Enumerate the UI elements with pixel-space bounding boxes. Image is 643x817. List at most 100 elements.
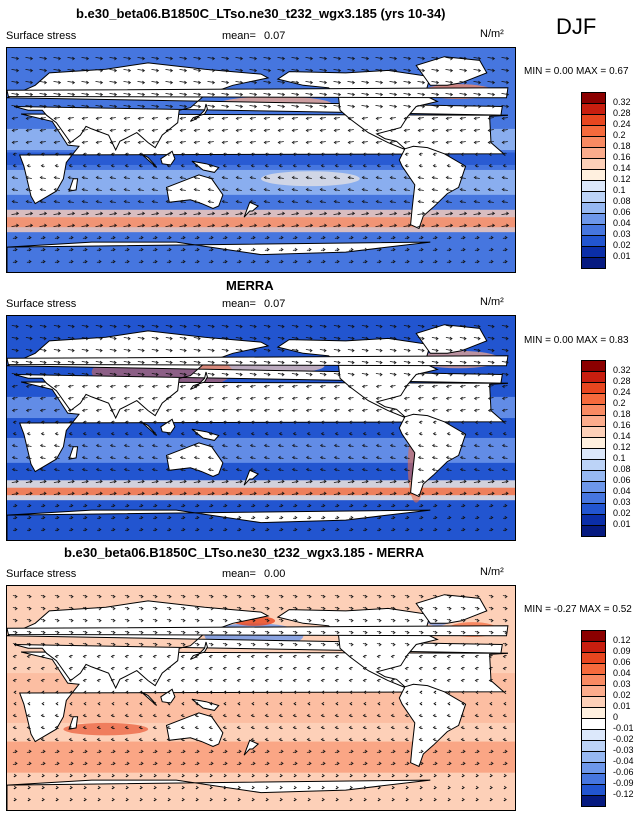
land-mass <box>160 688 176 704</box>
colorbar-tick-label: 0.04 <box>613 218 631 228</box>
colorbar-tick-label: 0.01 <box>613 251 631 261</box>
colorbar-tick-label: -0.02 <box>613 734 634 744</box>
trade-maximum <box>261 171 360 187</box>
panel-2-mean-label: mean= <box>222 298 256 310</box>
panel-1-units: N/m² <box>480 28 504 40</box>
colorbar-tick-label: 0.18 <box>613 141 631 151</box>
panel-2-colorbar: 0.32 0.28 0.24 0.2 0.18 0.16 0.14 0.12 0.1 0.08 0.… <box>581 360 631 537</box>
panel-3-max-label: MAX = <box>579 604 610 615</box>
colorbar-swatch <box>581 795 606 807</box>
land-mass <box>190 103 208 122</box>
wind-stress-vectors <box>11 324 509 532</box>
panel-2-units: N/m² <box>480 296 504 308</box>
panel-3-mean-label: mean= <box>222 568 256 580</box>
colorbar-tick-label: 0.2 <box>613 398 626 408</box>
colorbar-tick-label: 0.04 <box>613 486 631 496</box>
land-mass <box>7 625 509 637</box>
colorbar-tick-label: 0.06 <box>613 207 631 217</box>
panel-2-title: MERRA <box>226 278 274 293</box>
panel-3-variable-label: Surface stress <box>6 568 77 580</box>
colorbar-tick-label: 0.03 <box>613 497 631 507</box>
land-mass <box>140 691 158 706</box>
colorbar-tick-label: -0.03 <box>613 745 634 755</box>
westerly-core-south <box>7 487 515 496</box>
colorbar-tick-label: 0.01 <box>613 701 631 711</box>
colorbar-tick-label: 0 <box>613 712 619 722</box>
colorbar-tick-label: 0.32 <box>613 365 631 375</box>
panel-1-map-canvas <box>7 48 515 272</box>
panel-3-minmax: MIN = -0.27 MAX = 0.52 <box>524 604 632 615</box>
land-mass <box>140 421 158 436</box>
colorbar-tick-label: -0.01 <box>613 723 634 733</box>
colorbar-swatch <box>581 257 606 269</box>
land-mass <box>7 355 509 367</box>
land-mass <box>191 698 220 711</box>
colorbar-tick-label: 0.28 <box>613 108 631 118</box>
colorbar-tick-label: -0.09 <box>613 778 634 788</box>
panel-1-min-value: 0.00 <box>553 66 574 77</box>
westerly-core-south <box>7 217 515 228</box>
colorbar-tick-label: 0.02 <box>613 690 631 700</box>
land-mass <box>191 428 220 441</box>
land-mass <box>243 739 260 756</box>
colorbar-tick-label: 0.02 <box>613 240 631 250</box>
doldrums-band <box>7 152 515 165</box>
colorbar-tick-label: 0.03 <box>613 679 631 689</box>
panel-3-min-value: -0.27 <box>553 604 577 615</box>
panel-2-min-label: MIN = <box>524 335 551 346</box>
colorbar-tick-label: 0.16 <box>613 420 631 430</box>
colorbar-tick-label: -0.12 <box>613 789 634 799</box>
colorbar-tick-label: 0.02 <box>613 508 631 518</box>
panel-1-variable-label: Surface stress <box>6 30 77 42</box>
land-mass <box>7 87 509 99</box>
panel-2-minmax: MIN = 0.00 MAX = 0.83 <box>524 335 629 346</box>
panel-2-min-value: 0.00 <box>553 335 574 346</box>
panel-1-minmax: MIN = 0.00 MAX = 0.67 <box>524 66 629 77</box>
panel-2-max-value: 0.83 <box>609 335 629 346</box>
panel-1-max-label: MAX = <box>575 66 607 77</box>
colorbar-tick-label: 0.24 <box>613 119 631 129</box>
colorbar-swatch <box>581 525 606 537</box>
colorbar-tick-label: 0.12 <box>613 635 631 645</box>
land-mass <box>243 201 260 218</box>
panel-3-units: N/m² <box>480 566 504 578</box>
colorbar-tick-label: 0.14 <box>613 431 631 441</box>
colorbar-tick-label: 0.03 <box>613 229 631 239</box>
land-mass <box>68 446 79 460</box>
panel-1-min-label: MIN = <box>524 66 551 77</box>
season-label: DJF <box>556 14 597 39</box>
panel-1-max-value: 0.67 <box>609 66 629 77</box>
land-mass <box>190 371 208 390</box>
land-mass <box>160 150 176 166</box>
colorbar-tick-label: 0.06 <box>613 475 631 485</box>
colorbar-tick-label: 0.28 <box>613 376 631 386</box>
panel-1-mean-value: 0.07 <box>264 30 286 42</box>
land-mass <box>7 600 508 690</box>
colorbar-tick-label: -0.04 <box>613 756 634 766</box>
land-mass <box>190 641 208 660</box>
colorbar-tick-label: 0.18 <box>613 409 631 419</box>
colorbar-tick-label: -0.06 <box>613 767 634 777</box>
colorbar-tick-label: 0.12 <box>613 174 631 184</box>
colorbar-tick-label: 0.24 <box>613 387 631 397</box>
panel-2-map-canvas <box>7 316 515 540</box>
colorbar-tick-label: 0.06 <box>613 657 631 667</box>
wind-stress-vectors <box>11 56 510 264</box>
colorbar-tick-label: 0.09 <box>613 646 631 656</box>
diff-band-south <box>7 741 515 773</box>
colorbar-tick-label: 0.32 <box>613 97 631 107</box>
panel-2-mean-value: 0.07 <box>264 298 286 310</box>
land-mass <box>165 712 224 748</box>
panel-2-map <box>6 315 516 541</box>
panel-3-map-canvas <box>7 586 515 810</box>
panel-1-colorbar: 0.32 0.28 0.24 0.2 0.18 0.16 0.14 0.12 0.1 0.08 0.… <box>581 92 631 269</box>
colorbar-tick-label: 0.01 <box>613 519 631 529</box>
land-mass <box>160 418 176 434</box>
panel-3-mean-value: 0.00 <box>264 568 286 580</box>
panel-2-max-label: MAX = <box>575 335 607 346</box>
panel-3-map <box>6 585 516 811</box>
panel-1-map <box>6 47 516 273</box>
land-mass <box>243 469 260 486</box>
land-mass <box>191 160 220 173</box>
colorbar-tick-label: 0.04 <box>613 668 631 678</box>
